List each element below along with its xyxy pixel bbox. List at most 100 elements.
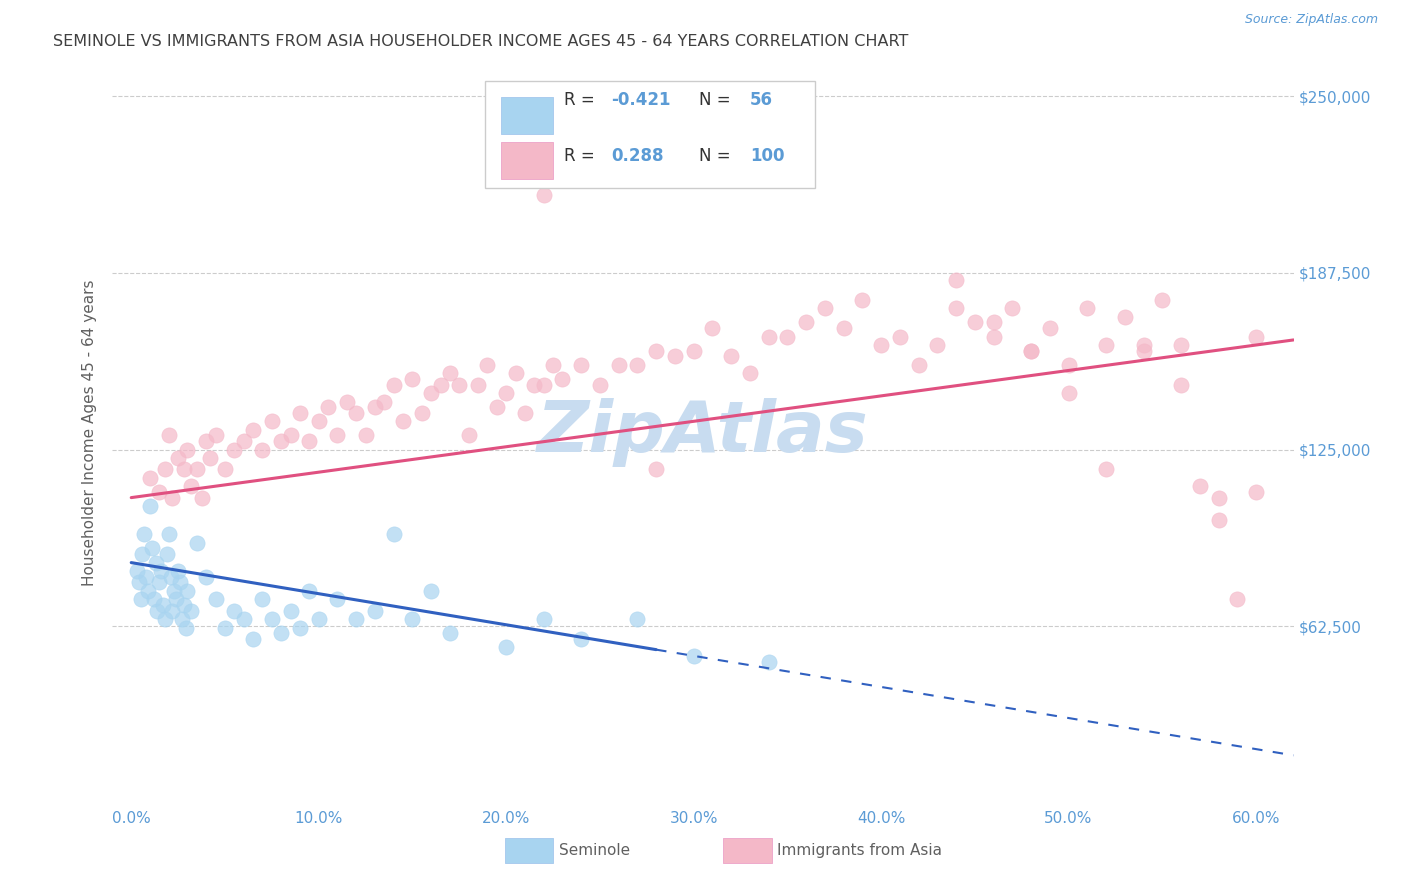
Point — [134, 527, 156, 541]
Point — [1057, 358, 1080, 372]
Point — [505, 366, 527, 380]
Point — [336, 394, 359, 409]
Point — [280, 428, 302, 442]
Point — [298, 583, 321, 598]
Point — [252, 442, 274, 457]
Point — [165, 592, 187, 607]
Point — [1152, 293, 1174, 307]
Point — [645, 343, 668, 358]
Point — [1132, 338, 1154, 352]
FancyBboxPatch shape — [505, 838, 553, 863]
Point — [260, 414, 283, 428]
Point — [344, 406, 367, 420]
Point — [682, 343, 704, 358]
Point — [129, 592, 152, 607]
Point — [477, 358, 499, 372]
Point — [128, 575, 150, 590]
Point — [523, 377, 546, 392]
Point — [191, 491, 214, 505]
Point — [411, 406, 433, 420]
Point — [1019, 343, 1042, 358]
Point — [467, 377, 489, 392]
Point — [174, 621, 197, 635]
Point — [204, 592, 226, 607]
Point — [1132, 343, 1154, 358]
Point — [186, 462, 208, 476]
Text: N =: N = — [699, 91, 737, 109]
Point — [242, 632, 264, 646]
Point — [420, 583, 443, 598]
Point — [832, 321, 855, 335]
Point — [186, 536, 208, 550]
Point — [159, 570, 181, 584]
Point — [298, 434, 321, 449]
Point — [449, 377, 471, 392]
Point — [173, 598, 195, 612]
Point — [758, 655, 780, 669]
Point — [1170, 377, 1192, 392]
Point — [180, 479, 202, 493]
Point — [429, 377, 451, 392]
Point — [533, 188, 555, 202]
Text: Seminole: Seminole — [560, 844, 630, 858]
Point — [242, 423, 264, 437]
Point — [364, 400, 387, 414]
Point — [1208, 513, 1230, 527]
Point — [814, 301, 837, 316]
Point — [738, 366, 761, 380]
Point — [1244, 329, 1267, 343]
Point — [142, 592, 165, 607]
Point — [495, 386, 517, 401]
Point — [288, 406, 311, 420]
Point — [162, 604, 184, 618]
Point — [214, 621, 236, 635]
Y-axis label: Householder Income Ages 45 - 64 years: Householder Income Ages 45 - 64 years — [82, 279, 97, 586]
Point — [153, 462, 176, 476]
Point — [170, 612, 193, 626]
Point — [1095, 462, 1118, 476]
FancyBboxPatch shape — [723, 838, 772, 863]
Point — [1076, 301, 1098, 316]
Point — [135, 570, 157, 584]
Point — [157, 527, 180, 541]
Point — [758, 329, 780, 343]
Point — [153, 612, 176, 626]
Point — [176, 583, 198, 598]
Point — [720, 349, 742, 363]
Point — [252, 592, 274, 607]
Point — [420, 386, 443, 401]
Point — [148, 575, 170, 590]
Point — [682, 648, 704, 663]
Point — [163, 583, 186, 598]
Point — [308, 612, 330, 626]
Point — [569, 358, 592, 372]
Text: ZipAtlas: ZipAtlas — [537, 398, 869, 467]
Point — [141, 541, 163, 556]
Point — [260, 612, 283, 626]
Point — [270, 626, 292, 640]
Point — [589, 377, 612, 392]
Point — [157, 428, 180, 442]
Point — [364, 604, 387, 618]
Point — [150, 564, 173, 578]
Point — [551, 372, 574, 386]
Point — [963, 315, 986, 329]
Point — [131, 547, 153, 561]
Point — [851, 293, 873, 307]
Point — [1095, 338, 1118, 352]
Point — [607, 358, 630, 372]
Point — [401, 372, 423, 386]
FancyBboxPatch shape — [501, 97, 553, 134]
Point — [169, 575, 191, 590]
Point — [513, 406, 536, 420]
Point — [173, 462, 195, 476]
Point — [162, 491, 184, 505]
Text: R =: R = — [564, 147, 605, 165]
Point — [224, 442, 246, 457]
Point — [439, 366, 461, 380]
Point — [288, 621, 311, 635]
Point — [232, 434, 254, 449]
Point — [927, 338, 949, 352]
Point — [392, 414, 415, 428]
Point — [1170, 338, 1192, 352]
